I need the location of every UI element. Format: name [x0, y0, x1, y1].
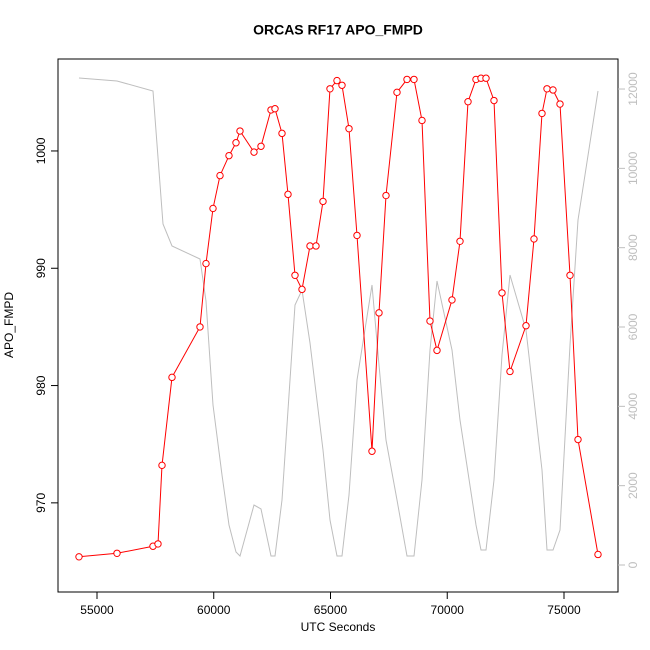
y2-tick-label: 12000	[626, 72, 640, 106]
y2-tick-label: 10000	[626, 151, 640, 185]
data-point	[236, 127, 244, 135]
data-point	[196, 323, 204, 331]
data-point	[271, 105, 279, 113]
data-point	[250, 148, 258, 156]
data-point	[75, 553, 83, 561]
data-line	[78, 77, 599, 558]
y2-tick-label: 2000	[626, 472, 640, 499]
data-point	[284, 190, 292, 199]
y-axis-label: APO_FMPD	[2, 292, 16, 358]
data-point	[433, 346, 441, 355]
data-point	[498, 289, 506, 297]
y2-tick-label: 8000	[626, 234, 640, 261]
y2-tick-label: 0	[626, 561, 640, 568]
data-point	[522, 322, 530, 330]
data-point	[202, 259, 210, 268]
data-point	[574, 435, 582, 444]
data-point	[306, 242, 314, 250]
data-point	[257, 142, 265, 150]
y-tick-label: 970	[34, 493, 48, 513]
data-point	[530, 235, 538, 243]
data-line	[78, 77, 599, 557]
data-point	[538, 109, 546, 118]
data-point	[464, 97, 472, 106]
data-point	[209, 204, 217, 213]
data-point	[216, 171, 224, 180]
data-point	[113, 549, 121, 557]
data-point	[298, 285, 306, 294]
y-tick-label: 1000	[34, 137, 48, 164]
x-axis-label: UTC Seconds	[301, 620, 376, 634]
x-tick-label: 60000	[197, 603, 231, 617]
data-point	[543, 85, 551, 93]
y-tick-label: 980	[34, 375, 48, 395]
y2-tick-label: 6000	[626, 313, 640, 340]
data-point	[418, 116, 426, 125]
data-point	[393, 88, 401, 97]
data-point	[154, 540, 162, 548]
x-tick-label: 55000	[80, 603, 114, 617]
data-point	[403, 75, 411, 84]
data-point	[353, 231, 361, 240]
data-point	[506, 367, 514, 376]
data-point	[426, 317, 434, 325]
data-point	[338, 81, 346, 89]
data-point	[594, 550, 602, 559]
chart-title: ORCAS RF17 APO_FMPD	[253, 22, 423, 38]
data-point	[375, 309, 383, 317]
data-point	[368, 447, 376, 455]
data-point	[549, 86, 557, 94]
data-point	[291, 271, 299, 279]
data-point	[345, 124, 353, 133]
data-point	[326, 85, 334, 93]
data-point	[333, 76, 341, 85]
data-point	[566, 271, 574, 279]
data-point	[232, 139, 240, 147]
data-point	[158, 461, 166, 470]
x-tick-label: 70000	[431, 603, 465, 617]
y2-tick-label: 4000	[626, 393, 640, 420]
data-point	[278, 129, 286, 138]
x-tick-label: 75000	[547, 603, 581, 617]
data-point	[490, 96, 498, 105]
data-point	[225, 151, 233, 160]
y-tick-label: 990	[34, 258, 48, 278]
data-point	[410, 75, 418, 84]
data-point	[456, 237, 464, 245]
data-point	[319, 197, 327, 206]
data-point	[382, 191, 390, 200]
data-point	[556, 100, 564, 108]
data-point	[448, 296, 456, 304]
data-point	[482, 74, 490, 82]
plot-box	[57, 58, 619, 593]
data-point	[312, 242, 320, 250]
x-tick-label: 65000	[314, 603, 348, 617]
data-point	[168, 373, 176, 382]
